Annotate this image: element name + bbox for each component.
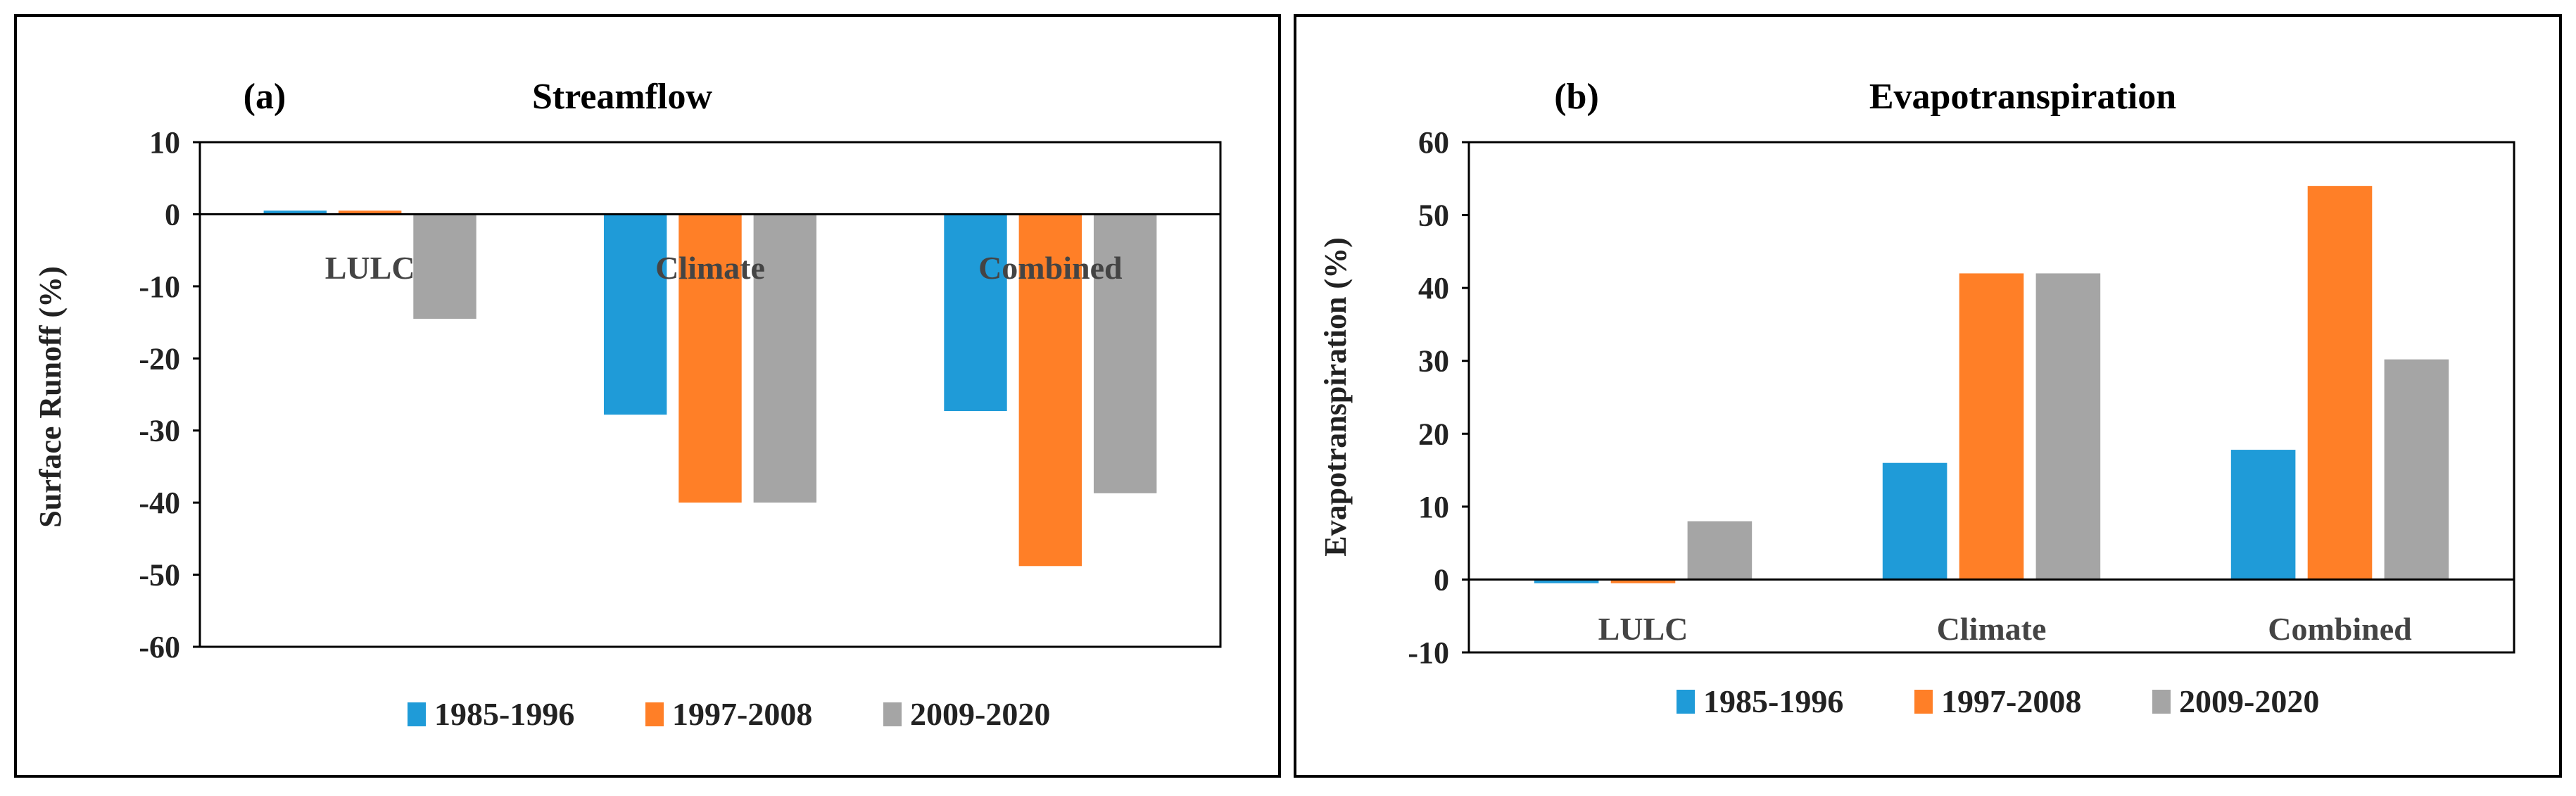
y-tick-label: 10: [149, 125, 180, 160]
legend-label: 1985-1996: [434, 696, 574, 732]
bar-1997-2008-Combined: [1018, 214, 1082, 567]
legend-label: 2009-2020: [910, 696, 1050, 732]
category-label: Climate: [655, 250, 765, 286]
bar-1985-1996-Combined: [2230, 450, 2296, 580]
y-tick-label: 0: [165, 197, 180, 232]
bar-1985-1996-LULC: [263, 210, 327, 215]
bar-1985-1996-Climate: [603, 214, 667, 415]
evapotranspiration-chart: (b) Evapotranspiration 60 50 40 30 20 10 0 -10 Eva…: [1318, 77, 2515, 719]
y-tick-label: 60: [1418, 125, 1449, 160]
bar-1985-1996-LULC: [1534, 579, 1599, 583]
y-tick-label: -50: [139, 558, 180, 593]
legend-label: 2009-2020: [2179, 683, 2319, 719]
streamflow-chart: (a) Streamflow 10 0 -10 -20 -30 -40 -50 -60 Surfac…: [33, 77, 1222, 732]
y-tick-label: -10: [1408, 636, 1449, 670]
legend-swatch: [408, 702, 426, 726]
evapotranspiration-panel: (b) Evapotranspiration 60 50 40 30 20 10 0 -10 Eva…: [1294, 14, 2562, 778]
bar-1997-2008-Climate: [678, 214, 742, 503]
bar-2009-2020-Climate: [2035, 273, 2101, 580]
y-tick-label: 0: [1434, 562, 1449, 597]
y-tick-label: 10: [1418, 490, 1449, 524]
bar-1997-2008-Climate: [1959, 273, 2024, 580]
category-label: LULC: [325, 250, 415, 286]
y-tick-label: 20: [1418, 417, 1449, 451]
y-tick-label: 40: [1418, 271, 1449, 305]
y-axis-title: Surface Runoff (%): [33, 266, 68, 528]
y-tick-label: -40: [139, 486, 180, 520]
chart-title: Evapotranspiration: [1869, 77, 2176, 117]
legend-swatch: [2152, 690, 2171, 714]
bar-1997-2008-Combined: [2307, 186, 2373, 580]
bar-2009-2020-LULC: [413, 214, 476, 319]
category-label: LULC: [1598, 611, 1688, 647]
y-tick-label: -60: [139, 630, 180, 664]
category-label: Combined: [978, 250, 1123, 286]
legend-swatch: [1914, 690, 1933, 714]
legend-swatch: [645, 702, 664, 726]
streamflow-panel: (a) Streamflow 10 0 -10 -20 -30 -40 -50 -60 Surfac…: [14, 14, 1281, 778]
category-label: Climate: [1937, 611, 2047, 647]
bar-1985-1996-Combined: [944, 214, 1007, 412]
bar-1997-2008-LULC: [1610, 579, 1676, 583]
legend-label: 1997-2008: [1941, 683, 2081, 719]
y-tick-label: 30: [1418, 344, 1449, 379]
bar-2009-2020-Combined: [1093, 214, 1157, 493]
y-tick-label: -10: [139, 270, 180, 304]
bar-1985-1996-Climate: [1882, 462, 1947, 580]
panel-label: (b): [1554, 77, 1599, 117]
plot-area-frame: [1467, 141, 2515, 654]
bar-1997-2008-LULC: [338, 210, 402, 215]
plot-area-frame: [198, 141, 1222, 648]
legend-swatch: [883, 702, 902, 726]
chart-title: Streamflow: [532, 77, 713, 117]
legend-label: 1997-2008: [672, 696, 812, 732]
bar-2009-2020-LULC: [1687, 521, 1753, 580]
category-label: Combined: [2268, 611, 2412, 647]
bar-2009-2020-Climate: [753, 214, 817, 503]
legend-swatch: [1677, 690, 1695, 714]
y-tick-label: -20: [139, 341, 180, 376]
y-tick-label: 50: [1418, 198, 1449, 233]
panel-label: (a): [244, 77, 286, 117]
bar-2009-2020-Combined: [2384, 359, 2449, 580]
y-axis-title: Evapotranspiration (%): [1318, 237, 1353, 556]
y-tick-label: -30: [139, 414, 180, 448]
legend-label: 1985-1996: [1703, 683, 1843, 719]
